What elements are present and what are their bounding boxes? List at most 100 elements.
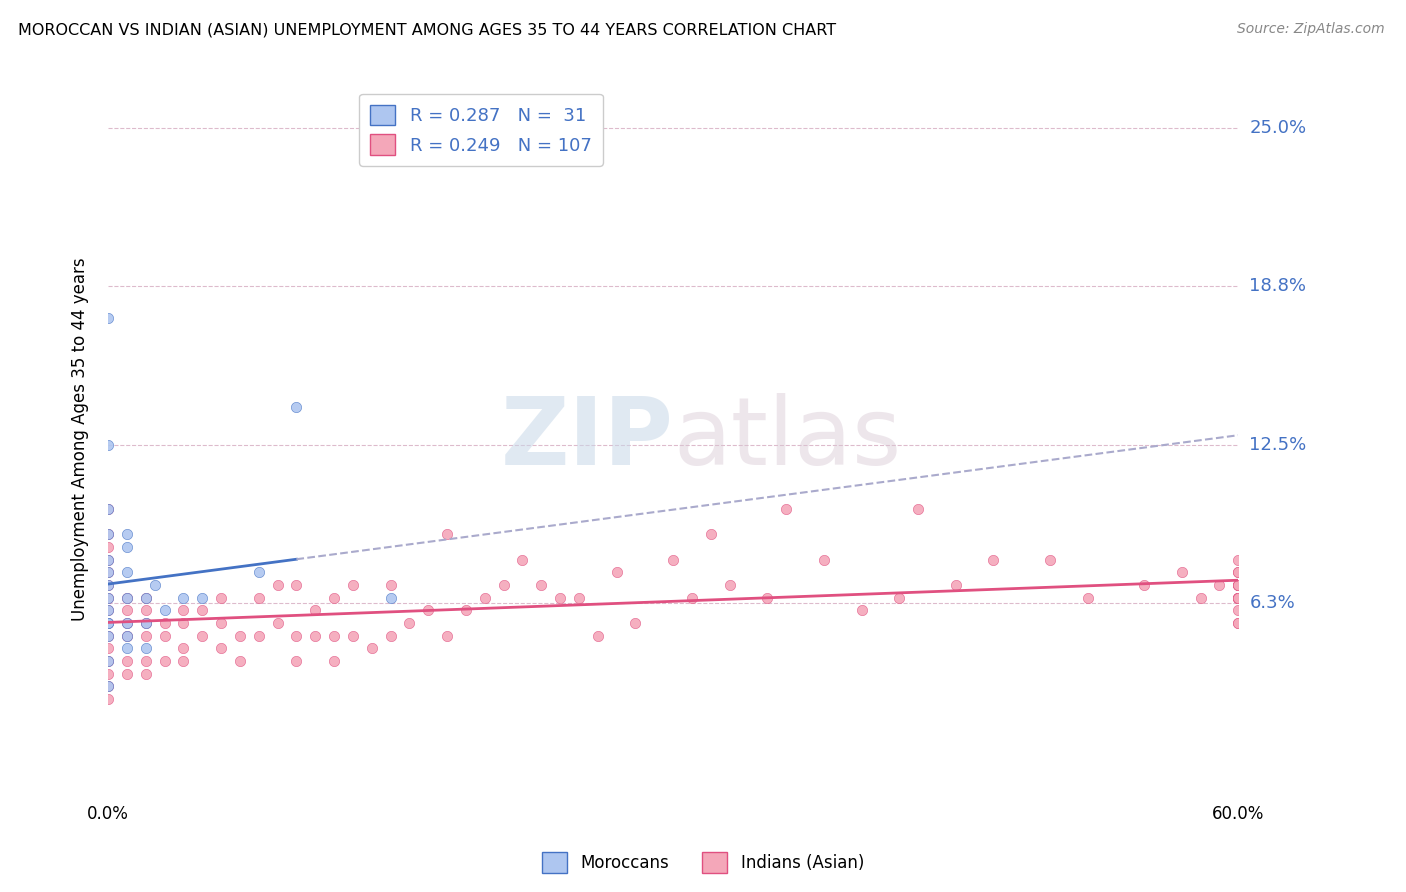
Point <box>209 591 232 605</box>
Point <box>418 603 440 617</box>
Point <box>1227 578 1250 592</box>
Point <box>342 629 364 643</box>
Point <box>115 540 138 554</box>
Point <box>191 629 214 643</box>
Point <box>323 654 346 668</box>
Point <box>97 680 120 694</box>
Point <box>304 629 326 643</box>
Point <box>323 629 346 643</box>
Text: MOROCCAN VS INDIAN (ASIAN) UNEMPLOYMENT AMONG AGES 35 TO 44 YEARS CORRELATION CH: MOROCCAN VS INDIAN (ASIAN) UNEMPLOYMENT … <box>18 22 837 37</box>
Point <box>1227 552 1250 566</box>
Point <box>172 615 194 630</box>
Point <box>945 578 967 592</box>
Point <box>135 629 157 643</box>
Point <box>97 666 120 681</box>
Point <box>153 615 176 630</box>
Point <box>247 591 270 605</box>
Point <box>97 629 120 643</box>
Point <box>1227 591 1250 605</box>
Point <box>135 615 157 630</box>
Point <box>342 578 364 592</box>
Point <box>568 591 591 605</box>
Point <box>492 578 515 592</box>
Point <box>775 501 797 516</box>
Point <box>97 501 120 516</box>
Point <box>97 527 120 541</box>
Point <box>380 578 402 592</box>
Point <box>285 578 308 592</box>
Point <box>229 654 252 668</box>
Point <box>115 591 138 605</box>
Point <box>153 654 176 668</box>
Point <box>97 540 120 554</box>
Point <box>1227 578 1250 592</box>
Text: 25.0%: 25.0% <box>1250 120 1306 137</box>
Point <box>97 615 120 630</box>
Point <box>115 654 138 668</box>
Point <box>266 615 288 630</box>
Point <box>1227 591 1250 605</box>
Point <box>436 527 458 541</box>
Point <box>97 566 120 580</box>
Point <box>172 603 194 617</box>
Point <box>115 641 138 656</box>
Point <box>380 629 402 643</box>
Point <box>1227 591 1250 605</box>
Point <box>530 578 553 592</box>
Point <box>115 603 138 617</box>
Text: ZIP: ZIP <box>501 393 673 485</box>
Point <box>172 591 194 605</box>
Point <box>247 629 270 643</box>
Point <box>115 591 138 605</box>
Point <box>983 552 1005 566</box>
Point <box>172 654 194 668</box>
Point <box>97 654 120 668</box>
Point <box>97 578 120 592</box>
Point <box>97 603 120 617</box>
Text: 6.3%: 6.3% <box>1250 594 1295 612</box>
Point <box>143 578 166 592</box>
Point <box>135 615 157 630</box>
Point <box>97 552 120 566</box>
Point <box>97 692 120 706</box>
Point <box>191 591 214 605</box>
Point <box>135 603 157 617</box>
Point <box>97 615 120 630</box>
Point <box>97 438 120 452</box>
Point <box>756 591 779 605</box>
Point <box>97 552 120 566</box>
Point <box>398 615 420 630</box>
Point <box>135 666 157 681</box>
Point <box>97 527 120 541</box>
Point <box>97 501 120 516</box>
Point <box>1189 591 1212 605</box>
Point <box>718 578 741 592</box>
Point <box>97 615 120 630</box>
Text: 18.8%: 18.8% <box>1250 277 1306 294</box>
Point <box>97 591 120 605</box>
Point <box>907 501 929 516</box>
Point <box>285 401 308 415</box>
Point <box>1227 566 1250 580</box>
Legend: R = 0.287   N =  31, R = 0.249   N = 107: R = 0.287 N = 31, R = 0.249 N = 107 <box>360 94 603 166</box>
Point <box>586 629 609 643</box>
Point <box>229 629 252 643</box>
Point <box>1227 615 1250 630</box>
Point <box>285 629 308 643</box>
Point <box>1227 578 1250 592</box>
Text: 12.5%: 12.5% <box>1250 436 1306 454</box>
Point <box>606 566 628 580</box>
Point <box>1227 591 1250 605</box>
Legend: Moroccans, Indians (Asian): Moroccans, Indians (Asian) <box>536 846 870 880</box>
Point <box>191 603 214 617</box>
Point <box>512 552 534 566</box>
Point <box>153 603 176 617</box>
Point <box>1227 603 1250 617</box>
Point <box>209 641 232 656</box>
Point <box>97 311 120 326</box>
Point <box>323 591 346 605</box>
Point <box>1039 552 1062 566</box>
Point <box>360 641 382 656</box>
Point <box>115 566 138 580</box>
Y-axis label: Unemployment Among Ages 35 to 44 years: Unemployment Among Ages 35 to 44 years <box>72 257 89 621</box>
